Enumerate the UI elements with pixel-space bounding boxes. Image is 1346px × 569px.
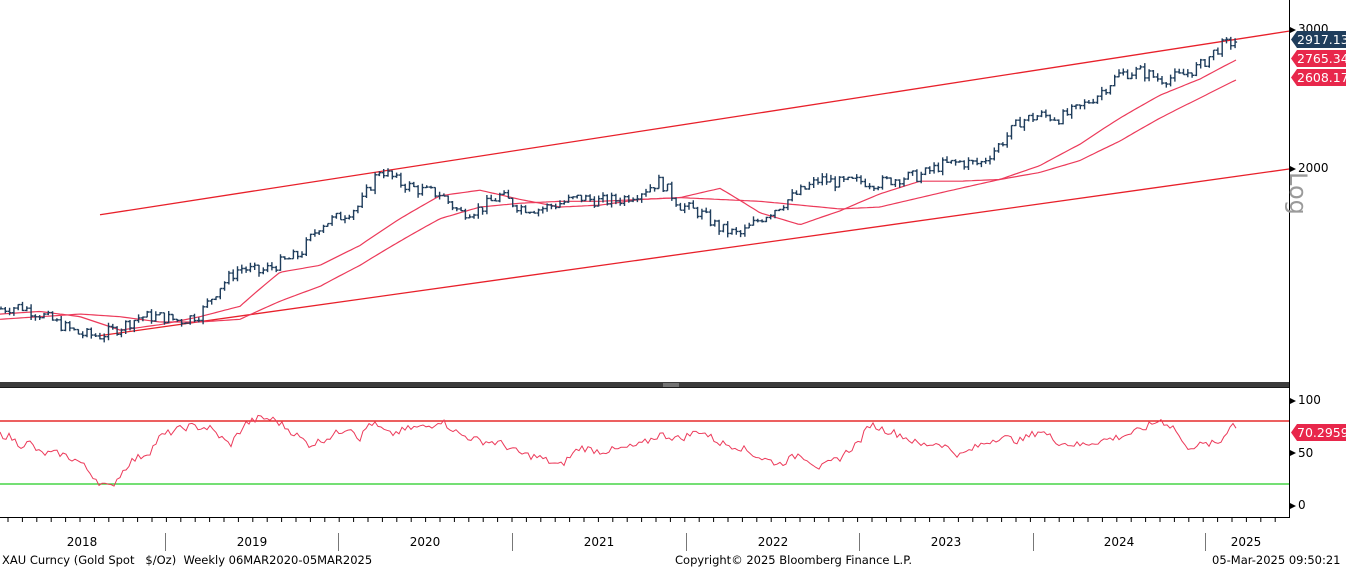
security-description: XAU Curncy (Gold Spot $/Oz) Weekly 06MAR… [2,553,373,567]
year-label-2023: 2023 [930,535,962,549]
ma-short-last-tag: 2765.34 [1291,50,1346,67]
year-label-2021: 2021 [583,535,615,549]
timestamp: 05-Mar-2025 09:50:21 [1212,553,1341,567]
year-separators [165,533,1206,551]
year-label-2024: 2024 [1103,535,1135,549]
price-ohlc-bars [0,36,1238,343]
y-tick-2000: 2000 [1298,161,1329,175]
moving-average-long [0,79,1237,323]
year-label-2020: 2020 [409,535,441,549]
rsi-line [0,414,1237,487]
year-label-2025: 2025 [1230,535,1262,549]
x-minor-ticks [7,518,1276,522]
rsi-tick-50: 50 [1298,446,1314,460]
copyright-notice: Copyright© 2025 Bloomberg Finance L.P. [675,553,912,567]
rsi-tick-100: 100 [1298,393,1321,407]
year-label-2019: 2019 [236,535,268,549]
y-tick-markers [1290,27,1296,172]
rsi-tick-markers [1290,398,1296,509]
rsi-panel [0,398,1296,509]
rsi-last-tag: 70.2959 [1291,424,1346,441]
rsi-tick-0: 0 [1298,498,1306,512]
channel-lower-line [99,168,1290,337]
price-panel [0,30,1290,343]
ma-long-last-tag: 2608.17 [1291,69,1346,86]
year-label-2022: 2022 [757,535,789,549]
price-last-tag: 2917.13 [1291,31,1346,48]
channel-upper-line [99,30,1290,216]
log-scale-label: Log [1284,172,1312,215]
moving-average-short [0,59,1237,331]
panel-divider[interactable] [0,382,1289,388]
year-label-2018: 2018 [66,535,98,549]
